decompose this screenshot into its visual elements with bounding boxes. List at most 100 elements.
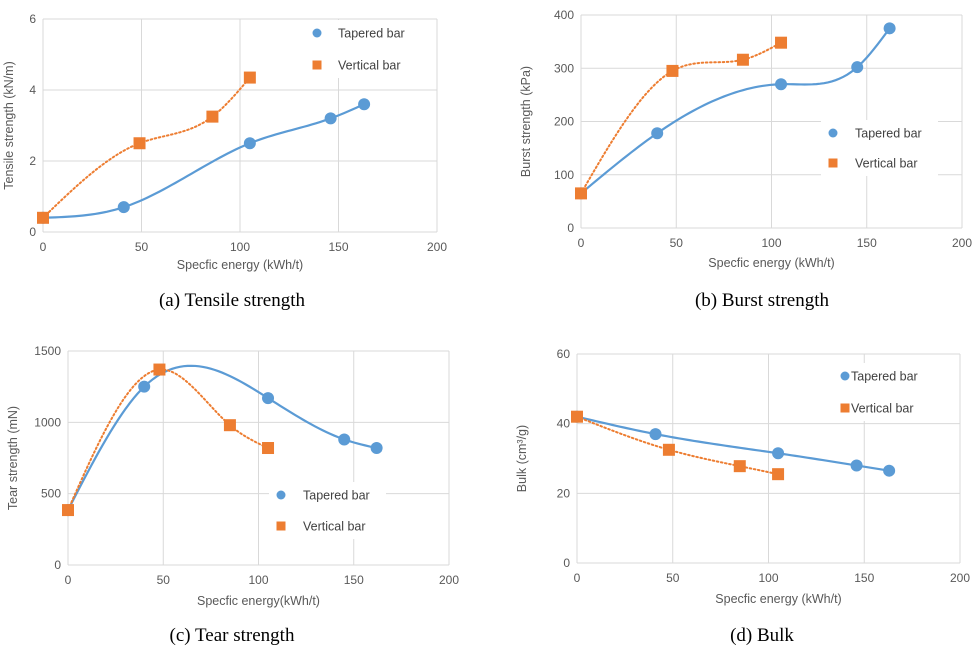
tear-y-axis-label: Tear strength (mN) (6, 406, 20, 510)
burst-vertical-point (775, 36, 788, 49)
bulk-xtick-label: 50 (666, 571, 680, 585)
tensile-ytick-label: 6 (29, 12, 36, 26)
tensile-vertical-trendline (42, 76, 251, 219)
bulk-xtick-label: 100 (758, 571, 778, 585)
tear-tapered-point (138, 380, 151, 393)
tear-vertical-point (223, 419, 236, 432)
bulk-xtick-label: 0 (574, 571, 581, 585)
tear-x-axis-label: Specfic energy(kWh/t) (197, 594, 320, 608)
tear-ytick-label: 500 (41, 487, 61, 501)
burst-legend-bg (821, 120, 938, 176)
bulk-legend-bg (833, 363, 934, 421)
tensile-xtick-label: 0 (40, 240, 47, 254)
tensile-tapered-point (117, 201, 130, 214)
tensile-xtick-label: 200 (427, 240, 447, 254)
burst-xtick-label: 100 (761, 236, 781, 250)
tear-vertical-trendline (67, 368, 270, 512)
tensile-legend: Tapered bar Vertical bar (305, 20, 421, 78)
bulk-chart: 0 50 100 150 200 0 20 40 60 Specfic energy (kWh/t… (515, 347, 970, 646)
tensile-xtick-label: 50 (135, 240, 149, 254)
burst-y-axis-label: Burst strength (kPa) (519, 66, 533, 177)
bulk-ytick-label: 40 (557, 417, 571, 431)
bulk-x-axis-label: Specfic energy (kWh/t) (715, 592, 841, 606)
tear-tapered-point (338, 433, 351, 446)
tensile-vertical-point (206, 110, 219, 123)
tensile-legend-square-icon (312, 60, 322, 70)
burst-tapered-point (651, 127, 664, 140)
bulk-y-axis-label: Bulk (cm³/g) (515, 425, 529, 492)
bulk-vertical-trendline (576, 415, 780, 476)
burst-ytick-label: 400 (554, 8, 574, 22)
tensile-ytick-label: 0 (29, 225, 36, 239)
bulk-xtick-label: 200 (950, 571, 970, 585)
tensile-vertical-point (243, 71, 256, 84)
burst-vertical-point (736, 53, 749, 66)
burst-xtick-label: 50 (670, 236, 684, 250)
burst-legend-label: Tapered bar (855, 127, 922, 141)
tear-legend-circle-icon (276, 490, 286, 500)
tear-ytick-label: 0 (54, 558, 61, 572)
bulk-legend-label: Vertical bar (851, 402, 914, 416)
burst-ytick-label: 200 (554, 115, 574, 129)
tensile-ytick-label: 4 (29, 83, 36, 97)
burst-legend: Tapered bar Vertical bar (821, 120, 938, 176)
tensile-chart: 0 50 100 150 200 0 2 4 6 Specfic energy (kWh/t) Te… (2, 12, 447, 311)
tear-legend: Tapered bar Vertical bar (269, 482, 386, 539)
tear-tapered-point (370, 442, 383, 455)
burst-ytick-label: 100 (554, 168, 574, 182)
bulk-ytick-label: 20 (557, 486, 571, 500)
tear-legend-label: Tapered bar (303, 489, 370, 503)
bulk-ytick-label: 60 (557, 347, 571, 361)
bulk-tapered-point (883, 464, 896, 477)
tensile-tapered-point (324, 112, 337, 125)
tear-legend-label: Vertical bar (303, 520, 366, 534)
tear-xtick-label: 0 (65, 573, 72, 587)
tear-vertical-point (153, 363, 166, 376)
tensile-legend-circle-icon (312, 28, 322, 38)
bulk-tapered-point (850, 459, 863, 472)
bulk-vertical-point (662, 443, 675, 456)
tear-ytick-label: 1000 (34, 415, 61, 429)
bulk-legend-label: Tapered bar (851, 370, 918, 384)
bulk-xtick-label: 150 (854, 571, 874, 585)
tensile-vertical-point (37, 211, 49, 224)
tear-xtick-label: 150 (344, 573, 364, 587)
burst-legend-label: Vertical bar (855, 157, 918, 171)
tensile-xtick-label: 100 (230, 240, 250, 254)
burst-ytick-label: 0 (567, 221, 574, 235)
burst-xtick-label: 200 (952, 236, 972, 250)
tear-chart: 0 50 100 150 200 0 500 1000 1500 Specfic energy(k… (6, 344, 459, 646)
bulk-ytick-label: 0 (563, 556, 570, 570)
burst-xtick-label: 150 (857, 236, 877, 250)
tensile-x-axis-label: Specfic energy (kWh/t) (177, 258, 303, 272)
burst-vertical-point (666, 64, 679, 77)
burst-tapered-point (775, 78, 788, 91)
burst-xtick-label: 0 (578, 236, 585, 250)
tear-caption: (c) Tear strength (170, 625, 295, 646)
tensile-legend-label: Tapered bar (338, 27, 405, 41)
tear-ytick-label: 1500 (34, 344, 61, 358)
burst-chart: 0 50 100 150 200 0 100 200 300 400 Specfic energy … (519, 8, 972, 311)
bulk-vertical-point (772, 468, 785, 481)
bulk-vertical-point (571, 410, 583, 423)
bulk-tapered-point (772, 447, 785, 460)
bulk-legend-square-icon (840, 403, 850, 413)
burst-tapered-point (851, 61, 864, 74)
burst-tapered-trendline (580, 27, 891, 195)
burst-vertical-point (575, 187, 587, 200)
tensile-y-axis-label: Tensile strength (kN/m) (2, 61, 16, 190)
burst-legend-circle-icon (828, 128, 838, 138)
tensile-xtick-label: 150 (328, 240, 348, 254)
tensile-caption: (a) Tensile strength (159, 290, 306, 311)
tensile-tapered-point (243, 137, 256, 150)
tear-vertical-point (62, 504, 74, 517)
tear-vertical-point (262, 442, 275, 455)
tear-xtick-label: 100 (248, 573, 268, 587)
tear-tapered-point (262, 392, 275, 405)
burst-ytick-label: 300 (554, 61, 574, 75)
burst-tapered-point (883, 22, 896, 35)
tear-xtick-label: 50 (157, 573, 171, 587)
tensile-vertical-point (133, 137, 146, 150)
tensile-legend-bg (305, 20, 421, 78)
